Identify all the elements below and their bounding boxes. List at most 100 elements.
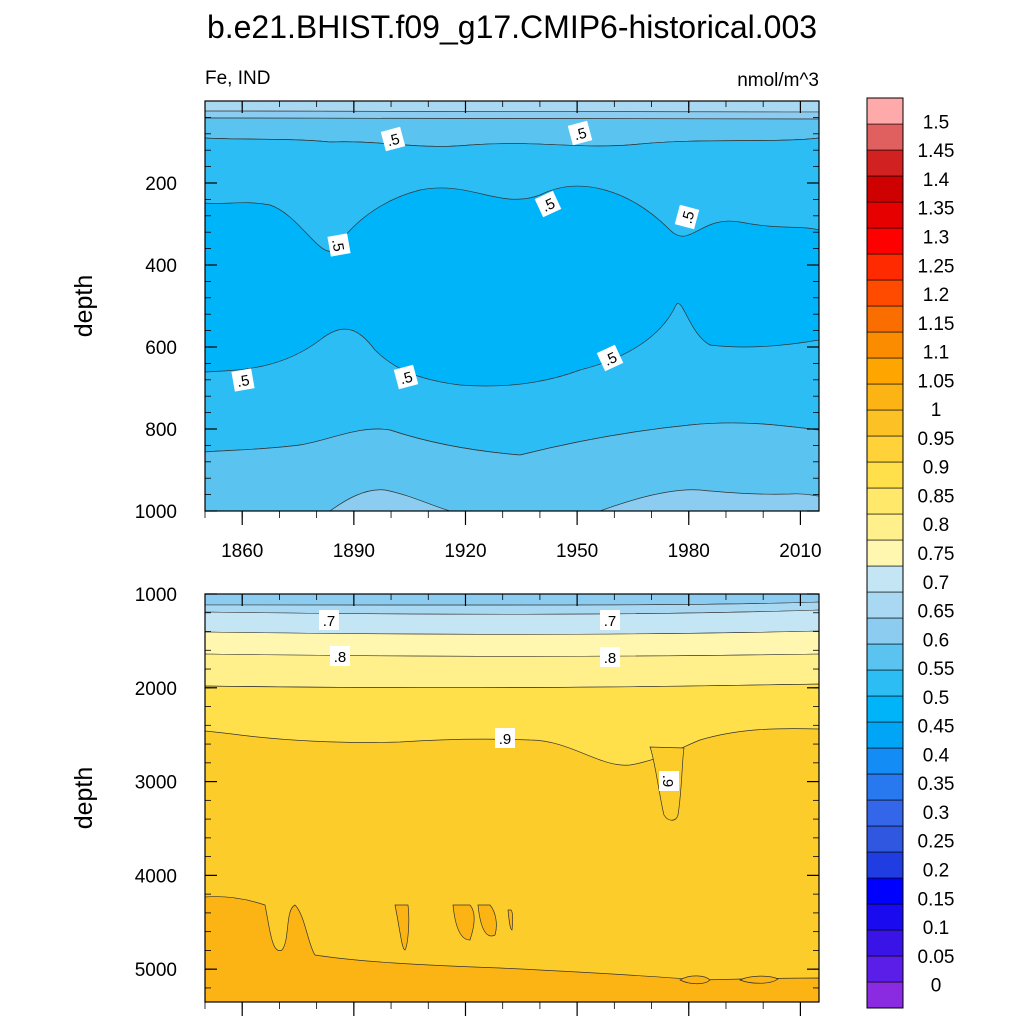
colorbar-swatch: [866, 799, 904, 827]
svg-text:.5: .5: [328, 238, 347, 253]
svg-text:.9: .9: [659, 775, 676, 788]
colorbar-label: 0.65: [918, 602, 955, 623]
svg-text:.7: .7: [604, 613, 617, 630]
colorbar-swatch: [866, 175, 904, 203]
colorbar-swatch: [866, 383, 904, 411]
y-tick-label: 600: [145, 338, 177, 359]
colorbar-label: 1.1: [923, 343, 949, 364]
lower-panel-frame: [204, 593, 820, 1003]
colorbar-label: 0.55: [918, 659, 955, 680]
axes-layer: 200 400 600 800 1000 1860 1890 1920 1950 1980 2010…: [70, 100, 822, 1016]
colorbar-swatch: [866, 435, 904, 463]
colorbar-swatch: [866, 981, 904, 1009]
colorbar-label: 0.95: [918, 429, 955, 450]
x-tick-label: 1980: [668, 541, 710, 562]
lower-panel: [205, 594, 819, 1002]
upper-region-near-surface: [205, 110, 819, 120]
contour-label: .9: [495, 728, 515, 748]
y-axis-title: depth: [70, 767, 98, 830]
colorbar-label: 0.25: [918, 832, 955, 853]
y-tick-label: 4000: [135, 866, 177, 887]
colorbar-swatch: [866, 825, 904, 853]
lower-region-band-2: [205, 630, 819, 657]
colorbar-swatch: [866, 669, 904, 697]
colorbar-label: 0: [931, 976, 942, 997]
variable-label: Fe, IND: [205, 68, 270, 89]
lower-region-band-4: [205, 683, 819, 766]
colorbar-label: 0.3: [923, 803, 949, 824]
y-tick-label: 2000: [135, 679, 177, 700]
colorbar-label: 0.85: [918, 486, 955, 507]
units-label: nmol/m^3: [737, 70, 819, 91]
contour-label: .7: [600, 610, 620, 630]
contour-label: .9: [659, 771, 679, 791]
colorbar-swatch: [866, 955, 904, 983]
colorbar-label: 0.1: [923, 918, 949, 939]
colorbar-swatch: [866, 851, 904, 879]
colorbar-swatch: [866, 357, 904, 385]
colorbar-label: 1.45: [918, 141, 955, 162]
colorbar-swatch: [866, 565, 904, 593]
contour-label: .7: [319, 610, 339, 630]
svg-text:.7: .7: [323, 613, 336, 630]
colorbar-label: 0.6: [923, 630, 949, 651]
y-axis-title: depth: [70, 275, 98, 338]
colorbar-swatch: [866, 721, 904, 749]
upper-region-deep-band: [205, 422, 819, 511]
colorbar-swatch: [866, 331, 904, 359]
colorbar-label: 0.75: [918, 544, 955, 565]
colorbar-swatch: [866, 747, 904, 775]
colorbar-swatch: [866, 695, 904, 723]
x-tick-label: 1860: [221, 541, 263, 562]
contour-label: .5: [393, 364, 419, 390]
colorbar-swatch: [866, 877, 904, 905]
colorbar-label: 0.2: [923, 861, 949, 882]
contour-label: .8: [600, 647, 620, 667]
y-tick-label: 5000: [135, 960, 177, 981]
colorbar: 0 0.05 0.1 0.15 0.2 0.25 0.3 0.35 0.4 0.45 0.5 0.55…: [866, 97, 955, 1009]
y-tick-label: 3000: [135, 773, 177, 794]
x-tick-label: 1890: [333, 541, 375, 562]
upper-panel: [205, 101, 819, 511]
colorbar-label: 1.2: [923, 285, 949, 306]
colorbar-label: 1.25: [918, 256, 955, 277]
svg-text:.5: .5: [572, 125, 588, 145]
svg-text:.5: .5: [236, 372, 251, 391]
contour-label: .5: [327, 233, 351, 257]
y-tick-label: 800: [145, 420, 177, 441]
colorbar-label: 0.8: [923, 515, 949, 536]
colorbar-swatch: [866, 539, 904, 567]
colorbar-label: 0.45: [918, 717, 955, 738]
lower-region-top: [205, 594, 819, 606]
colorbar-swatch: [866, 253, 904, 281]
colorbar-swatch: [866, 123, 904, 151]
colorbar-label: 0.9: [923, 458, 949, 479]
colorbar-label: 0.7: [923, 573, 949, 594]
colorbar-label: 1.5: [923, 112, 949, 133]
contour-label: .5: [380, 126, 406, 152]
colorbar-swatch: [866, 591, 904, 619]
contour-label: .5: [534, 190, 562, 218]
colorbar-label: 1.15: [918, 314, 955, 335]
colorbar-label: 0.15: [918, 889, 955, 910]
colorbar-label: 0.05: [918, 947, 955, 968]
upper-panel-frame: [204, 100, 820, 512]
upper-region-surface: [205, 101, 819, 113]
lower-region-bottom-left: [205, 896, 819, 1002]
colorbar-label: 1.35: [918, 199, 955, 220]
contour-label: .5: [231, 368, 255, 392]
contour-label: .5: [567, 120, 593, 146]
colorbar-swatch: [866, 227, 904, 255]
colorbar-swatch: [866, 201, 904, 229]
svg-text:.9: .9: [499, 731, 512, 748]
lower-region-band-3: [205, 653, 819, 689]
colorbar-swatch: [866, 929, 904, 957]
colorbar-label: 0.35: [918, 774, 955, 795]
colorbar-swatch: [866, 461, 904, 489]
colorbar-swatch: [866, 513, 904, 541]
colorbar-swatch: [866, 279, 904, 307]
colorbar-swatch: [866, 409, 904, 437]
contour-label: .8: [330, 646, 350, 666]
x-tick-label: 1950: [556, 541, 598, 562]
colorbar-swatch: [866, 903, 904, 931]
